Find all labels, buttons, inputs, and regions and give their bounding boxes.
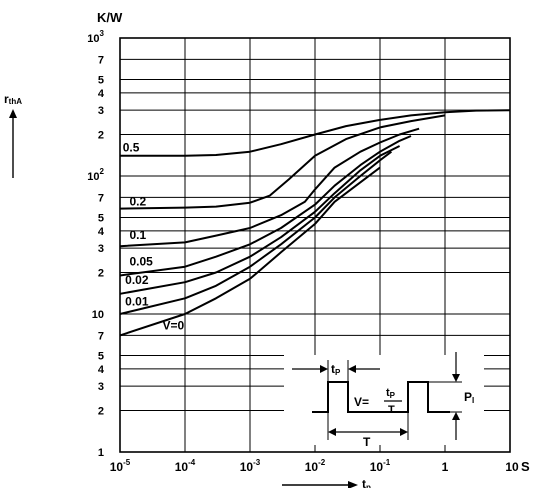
tp-label: t <box>331 362 335 376</box>
x-tick-label: 10-1 <box>370 458 391 474</box>
tp-subscript: P <box>335 368 341 377</box>
y-tick-label: 2 <box>98 129 104 141</box>
y-axis-title: rthA <box>4 92 22 178</box>
y-tick-label: 2 <box>98 267 104 279</box>
series-label: 0.05 <box>129 254 153 268</box>
y-tick-label: 4 <box>98 364 105 376</box>
series-label: 0.01 <box>125 295 149 309</box>
series-curve <box>119 150 393 315</box>
y-tick-label: 3 <box>98 243 104 255</box>
formula-numerator: t <box>386 387 390 399</box>
x-tick-labels: 10-5 10-4 10-3 10-2 10-1 1 10 <box>110 458 519 474</box>
svg-text:tP: tP <box>386 387 396 400</box>
formula-lhs: V= <box>354 395 369 409</box>
power-subscript: I <box>472 396 474 405</box>
y-tick-label: 7 <box>98 330 104 342</box>
period-label: T <box>363 435 371 449</box>
y-tick-label: 2 <box>98 405 104 417</box>
formula-numerator-subscript: P <box>390 391 396 400</box>
y-tick-label: 103 <box>87 29 104 45</box>
x-tick-label: 10-3 <box>240 458 261 474</box>
y-tick-label: 5 <box>98 213 104 225</box>
tp-arrow-right-icon <box>348 365 356 373</box>
series-labels: 0.5 0.2 0.1 0.05 0.02 0.01 V=0 <box>123 141 185 333</box>
series-curve <box>119 135 412 277</box>
power-label: P <box>464 390 472 404</box>
x-tick-label: 10 <box>505 460 519 474</box>
y-tick-label: 3 <box>98 381 104 393</box>
y-tick-label: 4 <box>98 226 105 238</box>
y-tick-label: 1 <box>98 447 104 459</box>
series-label: 0.2 <box>129 195 146 209</box>
x-axis-title: tp <box>282 477 371 488</box>
inset-background <box>284 355 484 445</box>
x-tick-label: 10-5 <box>110 458 131 474</box>
series-curve <box>119 114 446 210</box>
svg-text:rthA: rthA <box>4 92 22 106</box>
y-axis-symbol: r <box>4 92 9 106</box>
formula-denominator: T <box>388 404 395 416</box>
pulse-inset: tP V= tP T T PI <box>284 352 484 449</box>
series-curve <box>119 145 401 295</box>
curves <box>119 109 511 337</box>
power-arrow-bottom-icon <box>452 412 460 420</box>
series-label: 0.5 <box>123 141 140 155</box>
period-arrow-left-icon <box>328 428 336 436</box>
y-tick-label: 5 <box>98 351 104 363</box>
svg-text:PI: PI <box>464 390 474 405</box>
y-tick-label: 10 <box>92 309 104 321</box>
series-curve <box>120 109 511 157</box>
y-tick-label: 5 <box>98 75 104 87</box>
power-arrow-top-icon <box>452 374 460 382</box>
y-tick-label: 4 <box>98 88 105 100</box>
y-unit-label: K/W <box>97 10 123 25</box>
x-axis-subscript: p <box>366 483 371 488</box>
y-axis-subscript: thA <box>9 97 23 106</box>
x-unit-suffix: S <box>521 459 530 474</box>
series-label: 0.02 <box>125 273 149 287</box>
y-tick-label: 7 <box>98 54 104 66</box>
y-axis-arrowhead-icon <box>9 109 17 118</box>
series-curve <box>119 166 381 337</box>
svg-text:tP: tP <box>331 362 341 377</box>
svg-text:tp: tp <box>362 477 371 488</box>
x-tick-label: 1 <box>442 460 449 474</box>
x-axis-arrowhead-icon <box>348 481 358 488</box>
y-tick-label: 3 <box>98 105 104 117</box>
x-tick-label: 10-2 <box>305 458 326 474</box>
plot-frame <box>119 37 511 453</box>
series-label: V=0 <box>162 319 184 333</box>
y-tick-label: 102 <box>87 167 104 183</box>
tp-arrow-left-icon <box>320 365 328 373</box>
period-arrow-right-icon <box>400 428 408 436</box>
y-tick-label: 7 <box>98 192 104 204</box>
series-label: 0.1 <box>129 228 146 242</box>
x-axis-symbol: t <box>362 477 366 488</box>
pulse-waveform <box>312 381 450 413</box>
x-tick-label: 10-4 <box>175 458 196 474</box>
series-curve <box>119 127 420 248</box>
